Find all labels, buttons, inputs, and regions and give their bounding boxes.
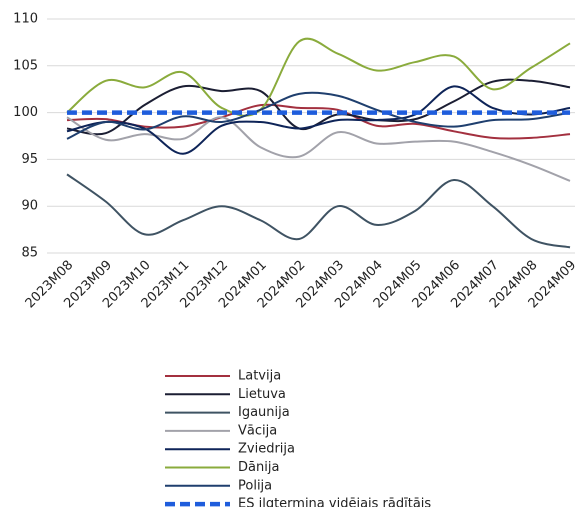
legend-label: Latvija	[238, 369, 281, 384]
y-tick-label: 90	[21, 199, 38, 214]
y-tick-label: 95	[21, 152, 38, 167]
y-tick-label: 110	[13, 12, 38, 27]
y-tick-label: 85	[21, 246, 38, 261]
series-line	[66, 85, 571, 155]
series-line	[66, 37, 571, 117]
series-line	[66, 91, 571, 140]
legend-label: ES ilgtermiņa vidējais rādītājs	[238, 497, 431, 507]
series-line	[66, 78, 571, 136]
series-line	[66, 173, 571, 249]
legend-label: Igaunija	[238, 405, 290, 420]
legend-label: Polija	[238, 478, 272, 493]
y-tick-label: 100	[13, 105, 38, 120]
legend-label: Dānija	[238, 460, 279, 475]
legend-label: Vācija	[238, 423, 277, 438]
y-tick-label: 105	[13, 58, 38, 73]
legend-label: Zviedrija	[238, 442, 295, 457]
series-line	[66, 103, 571, 140]
legend-label: Lietuva	[238, 387, 286, 402]
series-line	[66, 116, 571, 182]
